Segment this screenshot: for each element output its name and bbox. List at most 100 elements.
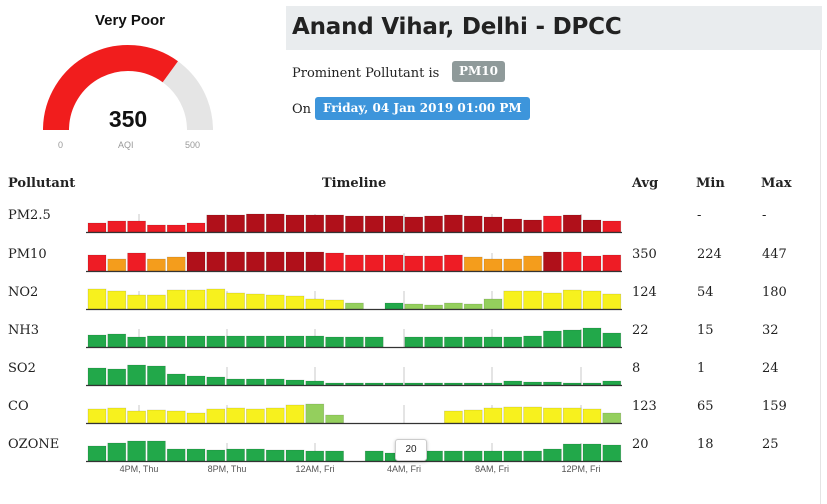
bar-so2 <box>285 379 305 386</box>
bar-so2 <box>582 382 602 386</box>
bar-co <box>503 406 523 424</box>
bar-pm25 <box>226 214 245 233</box>
bar-no2 <box>602 293 622 310</box>
bar-no2 <box>87 288 107 310</box>
bar-co <box>206 408 226 424</box>
bar-no2 <box>404 303 424 310</box>
bar-nh3 <box>265 335 285 348</box>
bar-nh3 <box>424 336 443 348</box>
bar-so2 <box>226 378 245 386</box>
bar-ozone <box>582 443 602 462</box>
bar-no2 <box>444 302 463 310</box>
bar-no2 <box>523 290 542 310</box>
bar-pm25 <box>444 214 463 233</box>
bar-pm10 <box>384 254 404 272</box>
bar-co <box>483 407 503 424</box>
bar-co <box>226 407 245 424</box>
bar-ozone <box>226 448 245 462</box>
pollutant-name-nh3: NH3 <box>8 323 39 338</box>
bar-ozone <box>166 448 186 462</box>
bar-co <box>107 407 127 424</box>
bar-so2 <box>345 382 364 386</box>
bar-no2 <box>305 298 325 310</box>
bar-ozone <box>543 448 562 462</box>
bar-so2 <box>127 364 146 386</box>
bar-pm10 <box>166 256 186 272</box>
bar-pm25 <box>463 215 483 233</box>
bar-so2 <box>503 380 523 386</box>
avg-so2: 8 <box>632 361 641 376</box>
bar-nh3 <box>444 336 463 348</box>
bar-pm25 <box>147 224 166 233</box>
bar-ozone <box>602 444 622 462</box>
bar-nh3 <box>246 335 265 348</box>
bar-nh3 <box>127 336 146 348</box>
gauge-unit-label: AQI <box>118 140 134 150</box>
max-pm10: 447 <box>762 247 787 262</box>
min-pm25: - <box>697 208 702 223</box>
bar-so2 <box>265 378 285 386</box>
bar-ozone <box>364 450 384 462</box>
bar-co <box>463 409 483 424</box>
bar-pm10 <box>345 254 364 272</box>
bar-so2 <box>147 365 166 386</box>
bar-ozone <box>127 440 146 462</box>
bar-co <box>444 410 463 424</box>
bar-pm10 <box>127 252 146 272</box>
bar-nh3 <box>305 335 325 348</box>
bar-co <box>166 410 186 424</box>
bar-pm25 <box>107 220 127 233</box>
station-name: Anand Vihar, Delhi - DPCC <box>292 14 622 40</box>
gauge-min-label: 0 <box>58 140 64 150</box>
pollutant-name-so2: SO2 <box>8 361 36 376</box>
bar-nh3 <box>562 329 582 348</box>
max-pm25: - <box>762 208 767 223</box>
bar-pm25 <box>503 218 523 233</box>
min-pm10: 224 <box>697 247 722 262</box>
bar-ozone <box>424 450 443 462</box>
bar-so2 <box>543 381 562 386</box>
gauge-max-label: 500 <box>185 140 201 150</box>
bar-co <box>325 414 344 424</box>
bar-so2 <box>602 380 622 386</box>
bar-nh3 <box>285 335 305 348</box>
pollutant-name-pm25: PM2.5 <box>8 208 51 223</box>
min-co: 65 <box>697 399 714 414</box>
bar-pm10 <box>325 252 344 272</box>
pollutant-name-no2: NO2 <box>8 285 39 300</box>
bar-so2 <box>364 382 384 386</box>
bar-nh3 <box>345 336 364 348</box>
bar-pm25 <box>562 214 582 233</box>
x-tick-label: 4AM, Fri <box>387 464 421 474</box>
bar-ozone <box>444 450 463 462</box>
bar-pm25 <box>404 216 424 233</box>
bar-pm10 <box>186 251 206 272</box>
pollutant-name-ozone: OZONE <box>8 437 60 452</box>
bar-pm25 <box>364 215 384 233</box>
bar-nh3 <box>523 335 542 348</box>
bar-nh3 <box>325 336 344 348</box>
avg-nh3: 22 <box>632 323 649 338</box>
station-header-panel <box>286 6 822 50</box>
bar-pm10 <box>463 256 483 272</box>
bar-pm10 <box>226 251 245 272</box>
bar-nh3 <box>166 335 186 348</box>
bar-ozone <box>483 450 503 462</box>
bar-no2 <box>285 295 305 310</box>
max-no2: 180 <box>762 285 787 300</box>
header-pollutant: Pollutant <box>8 176 76 191</box>
header-max: Max <box>761 176 792 191</box>
bar-co <box>265 407 285 424</box>
bar-no2 <box>424 304 443 310</box>
bar-nh3 <box>147 335 166 348</box>
on-label: On <box>292 102 312 117</box>
bar-co <box>147 409 166 424</box>
bar-co <box>305 403 325 424</box>
bar-ozone <box>206 449 226 462</box>
pollutant-name-co: CO <box>8 399 29 414</box>
bar-no2 <box>503 290 523 310</box>
bar-ozone <box>503 450 523 462</box>
bar-no2 <box>325 299 344 310</box>
bar-co <box>87 408 107 424</box>
gauge-fill <box>43 45 178 131</box>
